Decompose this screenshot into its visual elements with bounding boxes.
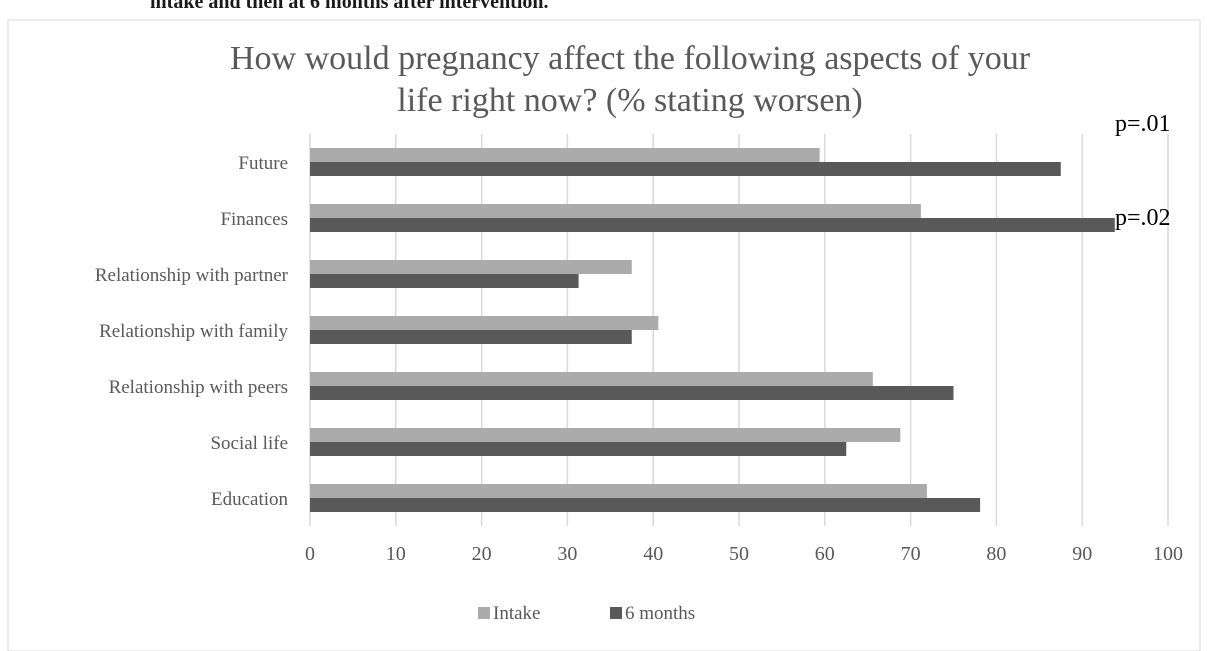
bar-intake (310, 260, 632, 274)
x-tick-label: 60 (815, 543, 835, 565)
legend: Intake 6 months (478, 603, 695, 624)
chart-title-line-1: How would pregnancy affect the following… (230, 40, 1031, 77)
bar-intake (310, 428, 901, 442)
y-axis-categories: Future Finances Relationship with partner R… (95, 153, 289, 510)
x-tick-label: 40 (643, 543, 663, 565)
x-tick-label: 100 (1153, 543, 1183, 565)
bar-intake (310, 372, 873, 386)
category-label: Future (238, 153, 288, 174)
bar-intake (310, 484, 927, 498)
legend-swatch (478, 607, 490, 619)
bar-intake (310, 316, 659, 330)
chart-title-line-2: life right now? (% stating worsen) (397, 82, 863, 119)
bar-6-months (310, 162, 1061, 176)
x-tick-label: 50 (729, 543, 749, 565)
category-label: Finances (220, 209, 288, 230)
x-tick-label: 0 (305, 543, 315, 565)
category-label: Relationship with partner (95, 265, 289, 286)
x-tick-label: 30 (557, 543, 577, 565)
bar-6-months (310, 442, 847, 456)
p-value-annotation: p=.01 (1115, 111, 1171, 137)
p-value-annotation: p=.02 (1115, 205, 1171, 231)
x-tick-label: 20 (472, 543, 492, 565)
x-tick-label: 70 (901, 543, 921, 565)
x-axis-ticks: 0 10 20 30 40 50 60 70 80 90 100 (305, 543, 1183, 565)
category-label: Relationship with peers (109, 377, 288, 398)
bar-6-months (310, 330, 632, 344)
legend-swatch (610, 607, 622, 619)
x-tick-label: 10 (386, 543, 406, 565)
bars (310, 148, 1115, 512)
x-tick-label: 90 (1072, 543, 1092, 565)
caption-fragment: intake and then at 6 months after interv… (150, 0, 549, 13)
legend-label: Intake (493, 603, 540, 624)
x-tick-label: 80 (986, 543, 1006, 565)
bar-intake (310, 204, 921, 218)
bar-6-months (310, 274, 579, 288)
legend-label: 6 months (625, 603, 695, 624)
category-label: Education (211, 489, 289, 510)
bar-6-months (310, 218, 1115, 232)
category-label: Social life (210, 433, 288, 454)
bar-intake (310, 148, 820, 162)
annotations: p=.01 p=.02 (1115, 111, 1171, 231)
bar-6-months (310, 386, 954, 400)
category-label: Relationship with family (99, 321, 288, 342)
bar-6-months (310, 498, 981, 512)
